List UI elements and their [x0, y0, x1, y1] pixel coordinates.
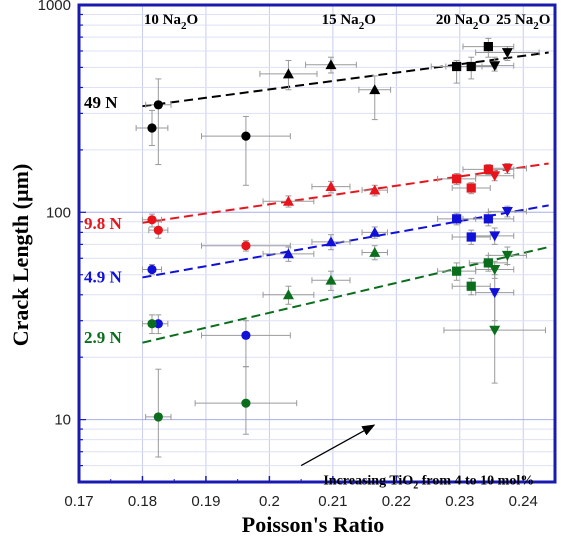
composition-label-subscript: 2 — [359, 20, 365, 32]
x-tick-label: 0.17 — [64, 493, 93, 510]
annotation-arrow — [300, 424, 376, 467]
composition-label-tail: O — [186, 12, 198, 28]
data-point-circle — [153, 100, 163, 110]
x-tick-label: 0.23 — [445, 493, 474, 510]
series-load-label: 2.9 N — [84, 328, 123, 347]
data-point-triangle-down — [489, 288, 501, 299]
data-point-square — [466, 61, 476, 72]
data-point-square — [452, 266, 462, 276]
annotation-text-main: Increasing TiO — [323, 474, 413, 489]
data-point-square — [483, 214, 493, 224]
data-point-triangle-down — [489, 61, 501, 72]
composition-label: 15 Na2O — [322, 12, 376, 32]
annotation-text-subscript: 2 — [413, 481, 418, 492]
data-point-circle — [241, 131, 251, 141]
data-point-circle — [153, 225, 163, 235]
data-point-triangle — [282, 248, 294, 259]
composition-label-subscript: 2 — [181, 20, 187, 32]
data-point-circle — [147, 215, 157, 225]
composition-label-tail: O — [539, 12, 551, 28]
trend-lines — [142, 51, 549, 344]
composition-label-subscript: 2 — [473, 20, 479, 32]
composition-label-text: 20 Na — [436, 12, 474, 28]
data-point-circle — [147, 264, 157, 275]
data-point-square — [483, 41, 493, 52]
x-axis-title: Poisson's Ratio — [242, 512, 384, 537]
composition-label: 20 Na2O — [436, 12, 490, 32]
composition-label: 10 Na2O — [144, 12, 198, 32]
data-point-triangle-down — [489, 265, 501, 275]
data-point-triangle-down — [489, 171, 501, 182]
x-tick-label: 0.18 — [128, 493, 157, 510]
composition-label-tail: O — [364, 12, 376, 28]
composition-label-tail: O — [478, 12, 490, 28]
data-point-square — [466, 232, 476, 242]
data-point-square — [466, 183, 476, 193]
y-tick-label: 10 — [54, 412, 71, 429]
data-point-triangle — [369, 84, 381, 95]
axis-ticks: 0.17 0.18 0.19 0.2 0.21 0.22 0.23 0.24 10 100 1000 — [38, 0, 538, 510]
data-point-triangle — [369, 184, 381, 195]
composition-label-text: 15 Na — [322, 12, 360, 28]
data-point-circle — [147, 319, 157, 329]
data-point-square — [483, 164, 493, 175]
data-point-triangle-down — [501, 48, 513, 59]
x-tick-label: 0.22 — [382, 493, 411, 510]
x-tick-label: 0.21 — [318, 493, 347, 510]
composition-label: 25 Na2O — [496, 12, 550, 32]
data-point-square — [466, 281, 476, 291]
trend-line — [142, 162, 549, 224]
composition-label-text: 25 Na — [496, 12, 534, 28]
x-tick-label: 0.24 — [509, 493, 538, 510]
data-point-triangle — [325, 59, 337, 70]
series-load-label: 49 N — [84, 93, 118, 112]
y-axis-title: Crack Length (µm) — [8, 164, 33, 347]
series-load-label: 4.9 N — [84, 268, 123, 287]
data-point-square — [483, 258, 493, 268]
x-tick-label: 0.19 — [191, 493, 220, 510]
trend-line — [142, 204, 549, 279]
data-point-square — [452, 174, 462, 184]
data-points — [147, 41, 513, 422]
composition-label-subscript: 2 — [533, 20, 539, 32]
data-point-triangle — [325, 181, 337, 192]
data-point-triangle-down — [501, 163, 513, 174]
data-point-triangle — [282, 289, 294, 300]
data-point-triangle-down — [489, 231, 501, 242]
data-point-circle — [241, 330, 251, 340]
y-tick-label: 100 — [46, 204, 71, 221]
data-point-triangle — [325, 236, 337, 247]
data-point-triangle — [369, 246, 381, 257]
annotation-text: Increasing TiO2 from 4 to 10 mol% — [323, 474, 534, 492]
data-point-triangle — [369, 226, 381, 237]
series-load-label: 9.8 N — [84, 214, 123, 233]
data-point-triangle-down — [501, 207, 513, 217]
data-point-triangle — [282, 195, 294, 206]
composition-label-text: 10 Na — [144, 12, 182, 28]
data-point-triangle-down — [489, 325, 501, 336]
data-point-triangle — [325, 274, 337, 285]
data-point-circle — [241, 398, 251, 408]
data-point-triangle-down — [501, 250, 513, 261]
x-tick-label: 0.2 — [259, 493, 280, 510]
data-point-square — [452, 61, 462, 72]
plot-frame — [77, 3, 557, 484]
annotation-text-tail: from 4 to 10 mol% — [418, 474, 534, 489]
data-point-circle — [147, 123, 157, 133]
y-tick-label: 1000 — [38, 0, 71, 14]
data-point-square — [452, 214, 462, 224]
data-point-circle — [153, 412, 163, 422]
trend-line — [142, 51, 549, 108]
data-point-triangle — [282, 68, 294, 79]
data-point-circle — [153, 319, 163, 329]
data-point-circle — [241, 241, 251, 251]
